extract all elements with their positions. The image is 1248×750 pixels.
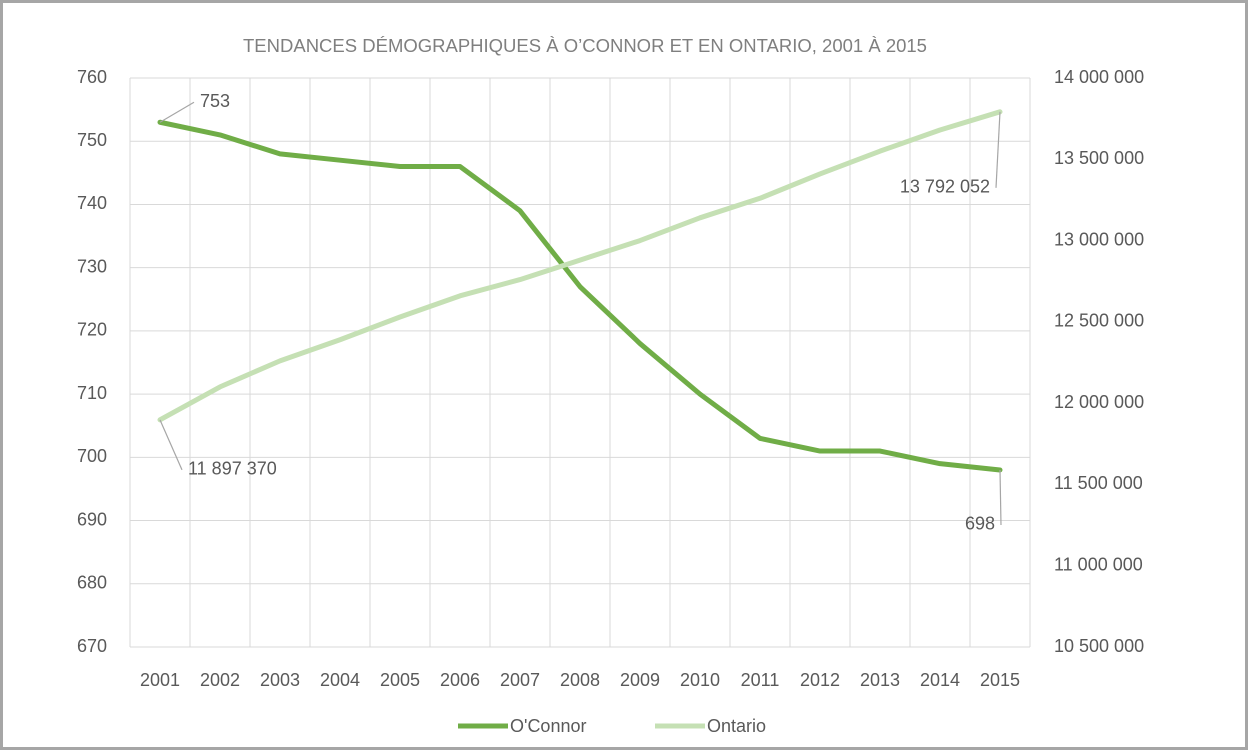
y2-tick-label: 14 000 000 bbox=[1054, 67, 1144, 87]
y2-tick-label: 13 500 000 bbox=[1054, 148, 1144, 168]
data-label: 698 bbox=[965, 514, 995, 534]
y-tick-label: 730 bbox=[77, 256, 107, 276]
leader-line bbox=[995, 111, 1001, 188]
x-tick-label: 2002 bbox=[200, 670, 240, 690]
y-tick-label: 670 bbox=[77, 636, 107, 656]
y2-tick-label: 12 500 000 bbox=[1054, 311, 1144, 331]
legend-label: Ontario bbox=[707, 716, 766, 736]
x-tick-label: 2006 bbox=[440, 670, 480, 690]
y-tick-label: 720 bbox=[77, 320, 107, 340]
y2-tick-label: 11 500 000 bbox=[1054, 473, 1143, 493]
x-tick-label: 2005 bbox=[380, 670, 420, 690]
y2-tick-label: 13 000 000 bbox=[1054, 229, 1144, 249]
leader-line bbox=[159, 419, 183, 471]
x-tick-label: 2012 bbox=[800, 670, 840, 690]
data-label: 11 897 370 bbox=[188, 459, 277, 479]
x-tick-label: 2003 bbox=[260, 670, 300, 690]
data-label: 753 bbox=[200, 91, 230, 111]
x-tick-label: 2013 bbox=[860, 670, 900, 690]
y-tick-label: 680 bbox=[77, 573, 107, 593]
y-tick-label: 710 bbox=[77, 383, 107, 403]
y-tick-label: 750 bbox=[77, 130, 107, 150]
y2-tick-label: 11 000 000 bbox=[1054, 554, 1143, 574]
legend-label: O'Connor bbox=[510, 716, 586, 736]
y2-tick-label: 10 500 000 bbox=[1054, 636, 1144, 656]
y-tick-label: 700 bbox=[77, 446, 107, 466]
x-tick-label: 2011 bbox=[741, 670, 780, 690]
x-tick-label: 2001 bbox=[140, 670, 180, 690]
leader-line bbox=[159, 101, 195, 123]
x-tick-label: 2014 bbox=[920, 670, 960, 690]
series-line bbox=[157, 109, 1003, 423]
y-tick-label: 690 bbox=[77, 509, 107, 529]
data-label: 13 792 052 bbox=[900, 177, 990, 197]
x-tick-label: 2015 bbox=[980, 670, 1020, 690]
y-tick-label: 760 bbox=[77, 67, 107, 87]
x-tick-label: 2009 bbox=[620, 670, 660, 690]
x-tick-label: 2010 bbox=[680, 670, 720, 690]
y2-tick-label: 12 000 000 bbox=[1054, 392, 1144, 412]
series-line bbox=[157, 119, 1003, 473]
y-tick-label: 740 bbox=[77, 193, 107, 213]
leader-line bbox=[999, 469, 1002, 525]
x-tick-label: 2008 bbox=[560, 670, 600, 690]
chart-title: TENDANCES DÉMOGRAPHIQUES À O’CONNOR ET E… bbox=[243, 35, 927, 56]
x-tick-label: 2004 bbox=[320, 670, 360, 690]
x-tick-label: 2007 bbox=[500, 670, 540, 690]
